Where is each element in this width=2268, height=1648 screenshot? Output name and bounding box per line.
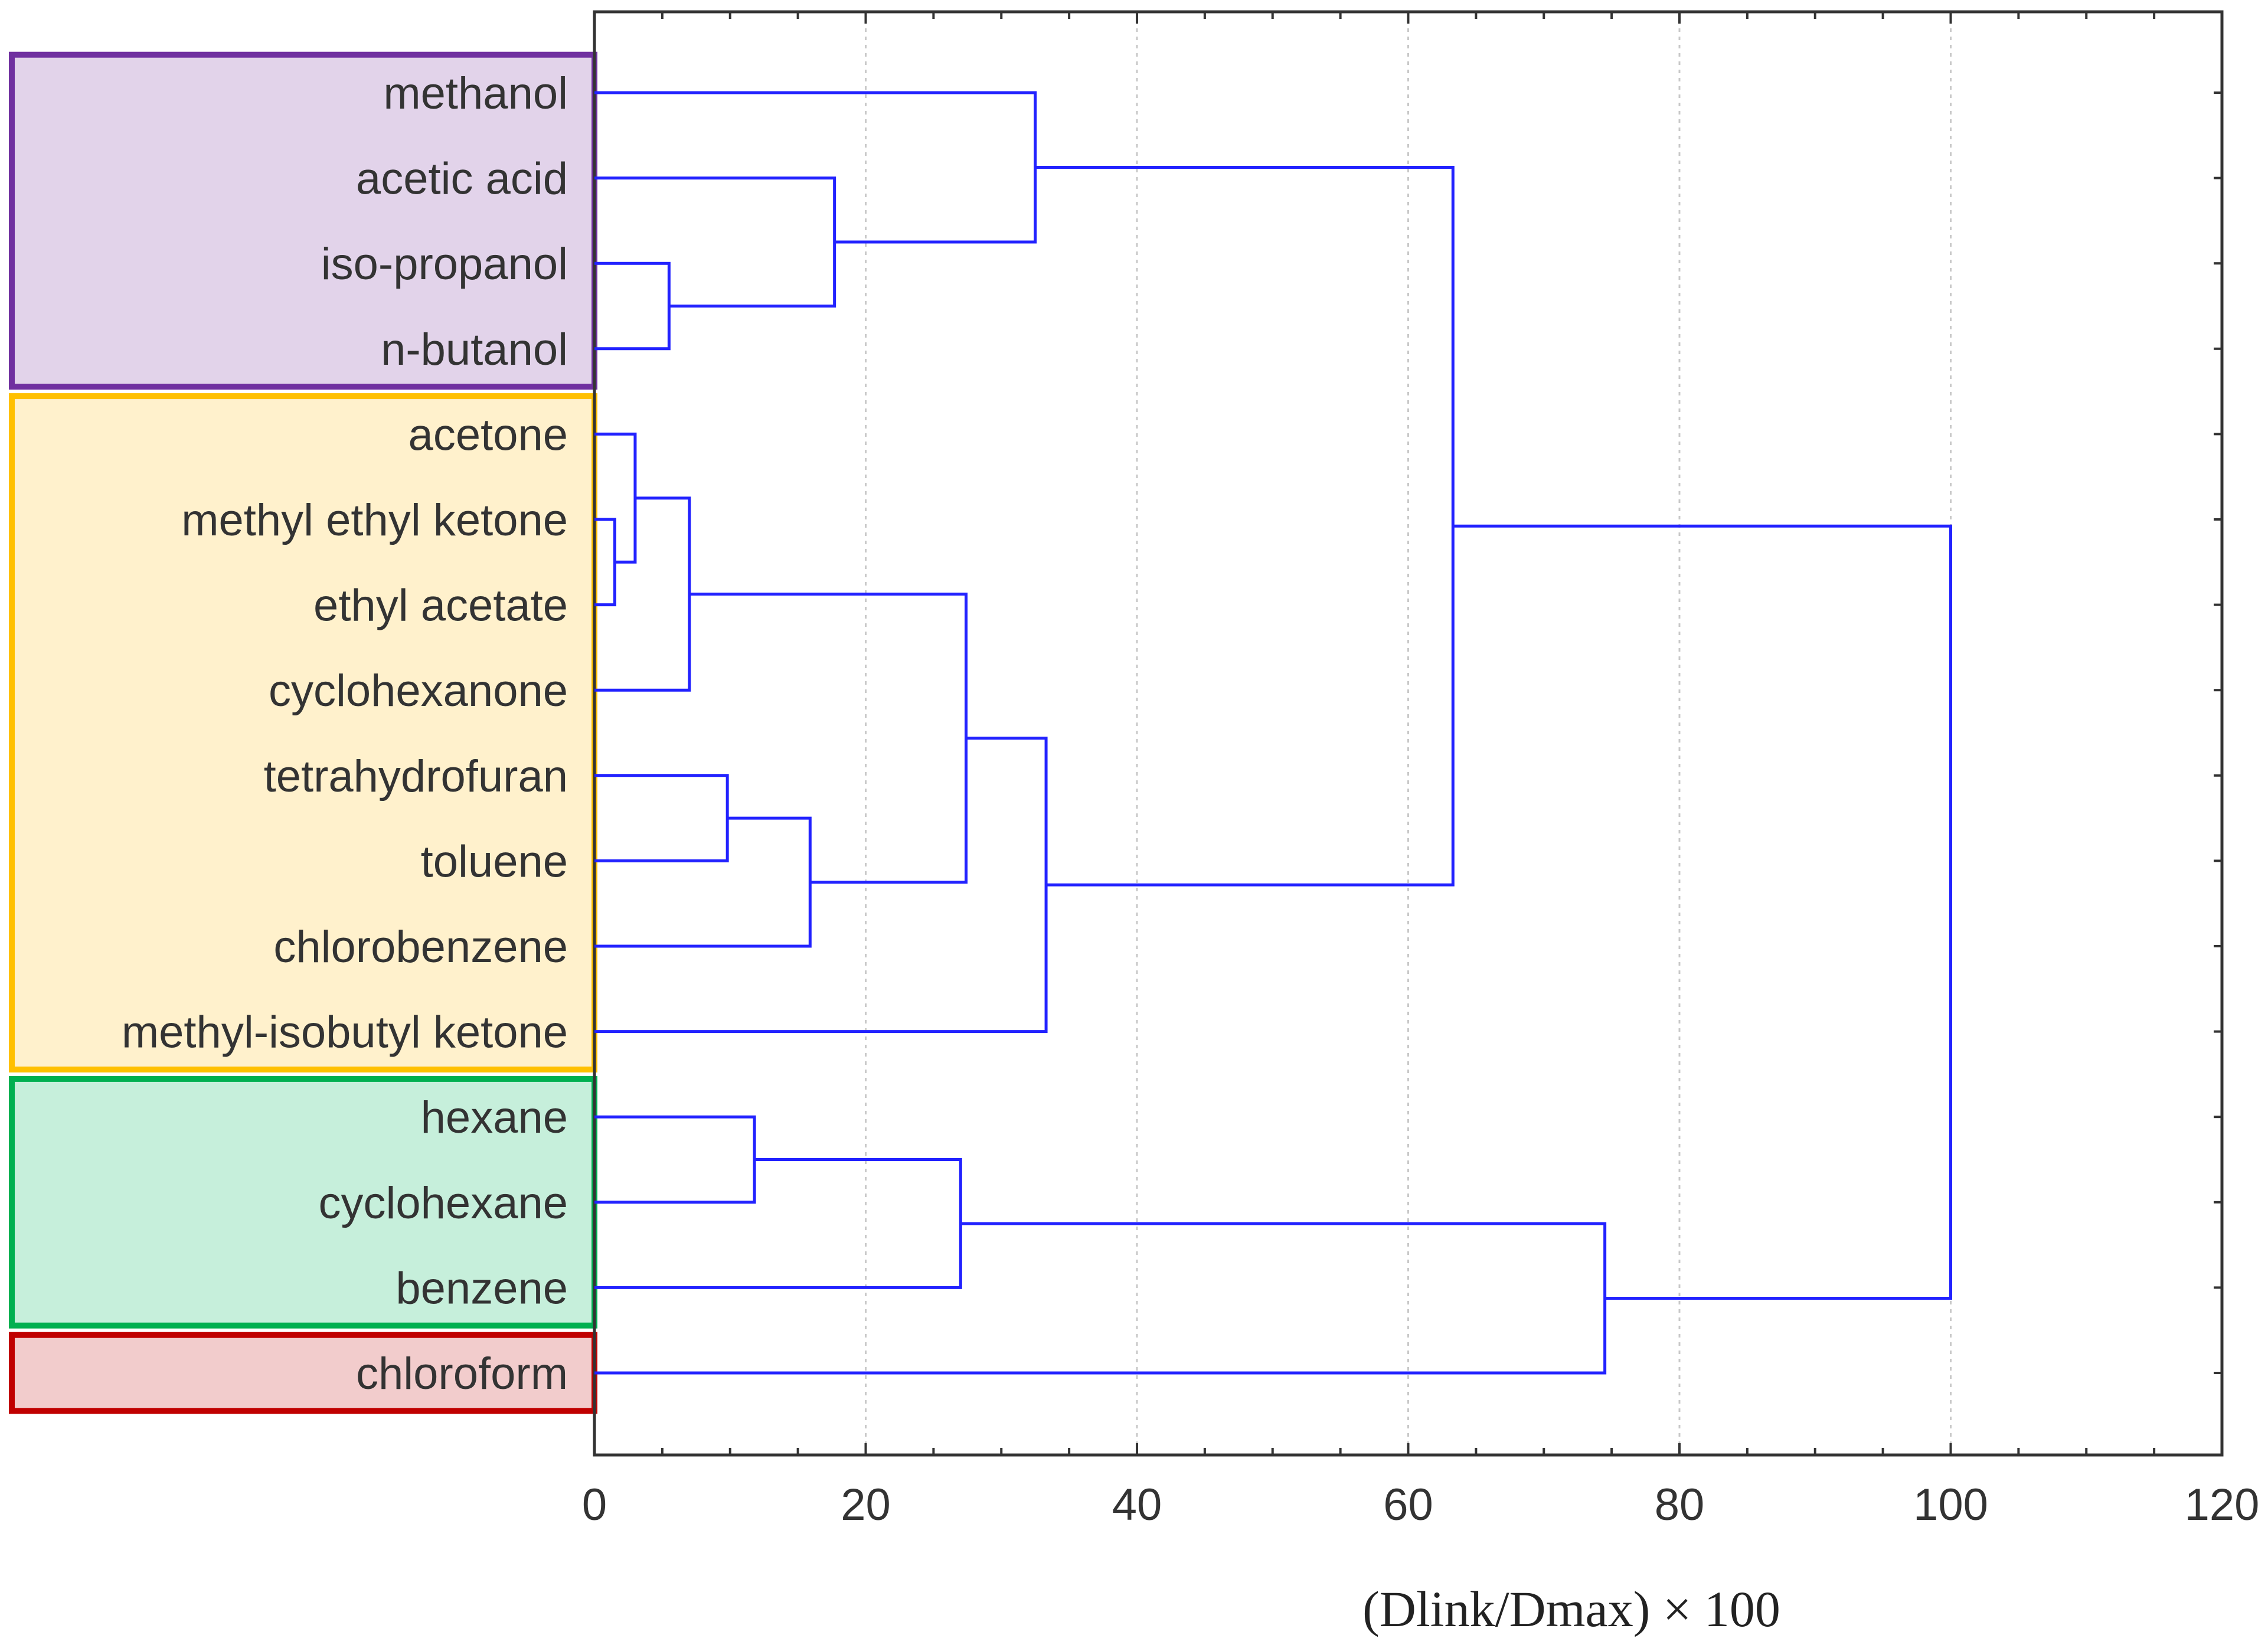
leaf-label-6: ethyl acetate [313,581,568,631]
group-purple-box [9,51,597,390]
x-tick-label-60: 60 [1383,1480,1433,1530]
x-tick-label-120: 120 [2185,1480,2260,1530]
leaf-label-13: cyclohexane [319,1178,568,1228]
leaf-label-5: methyl ethyl ketone [181,495,568,545]
dendrogram-link-6 [594,91,1037,244]
dendrogram-link-5 [594,176,836,308]
x-tick-label-40: 40 [1112,1480,1162,1530]
dendrogram-link-4 [594,261,671,351]
leaf-label-11: methyl-isobutyl ketone [122,1008,568,1058]
leaf-label-2: iso-propanol [321,239,568,289]
leaf-label-8: tetrahydrofuran [264,751,568,802]
vertical-gridlines [865,12,1952,1455]
x-tick-label-20: 20 [841,1480,891,1530]
leaf-label-7: cyclohexanone [269,666,568,716]
dendrogram-link-8 [594,816,812,948]
x-axis-title: (Dlink/Dmax) × 100 [1362,1581,1780,1637]
x-tick-label-0: 0 [582,1480,607,1530]
dendrogram-link-15 [1453,524,1952,1300]
leaf-label-9: toluene [421,836,568,887]
dendrogram-link-9 [689,593,968,884]
leaf-labels: methanol acetic acid iso-propanol n-butanol… [122,68,568,1399]
dendrogram-links [594,91,1952,1375]
leaf-label-14: benzene [396,1263,568,1313]
x-tick-label-80: 80 [1655,1480,1705,1530]
group-green-box [9,1075,597,1329]
leaf-label-12: hexane [421,1093,568,1143]
dendrogram-link-12 [594,1158,962,1289]
leaf-label-1: acetic acid [356,154,568,204]
group-orange-box [9,393,597,1072]
cluster-group-boxes [9,51,597,1414]
dendrogram-link-3 [594,496,691,692]
x-tick-labels: 0 20 40 60 80 100 120 [582,1480,2260,1530]
dendrogram-link-13 [1035,166,1455,887]
axis-ticks [593,12,2223,1455]
leaf-label-10: chlorobenzene [273,922,568,972]
leaf-label-15: chloroform [356,1349,568,1399]
leaf-label-3: n-butanol [381,325,568,375]
dendrogram-link-10 [594,737,1048,1034]
dendrogram-link-1 [594,518,616,607]
leaf-label-0: methanol [383,68,568,119]
x-tick-label-100: 100 [1913,1480,1988,1530]
leaf-label-4: acetone [408,410,568,460]
dendrogram-link-14 [594,1222,1607,1375]
dendrogram-link-11 [594,1115,756,1204]
dendrogram-link-7 [594,774,729,862]
